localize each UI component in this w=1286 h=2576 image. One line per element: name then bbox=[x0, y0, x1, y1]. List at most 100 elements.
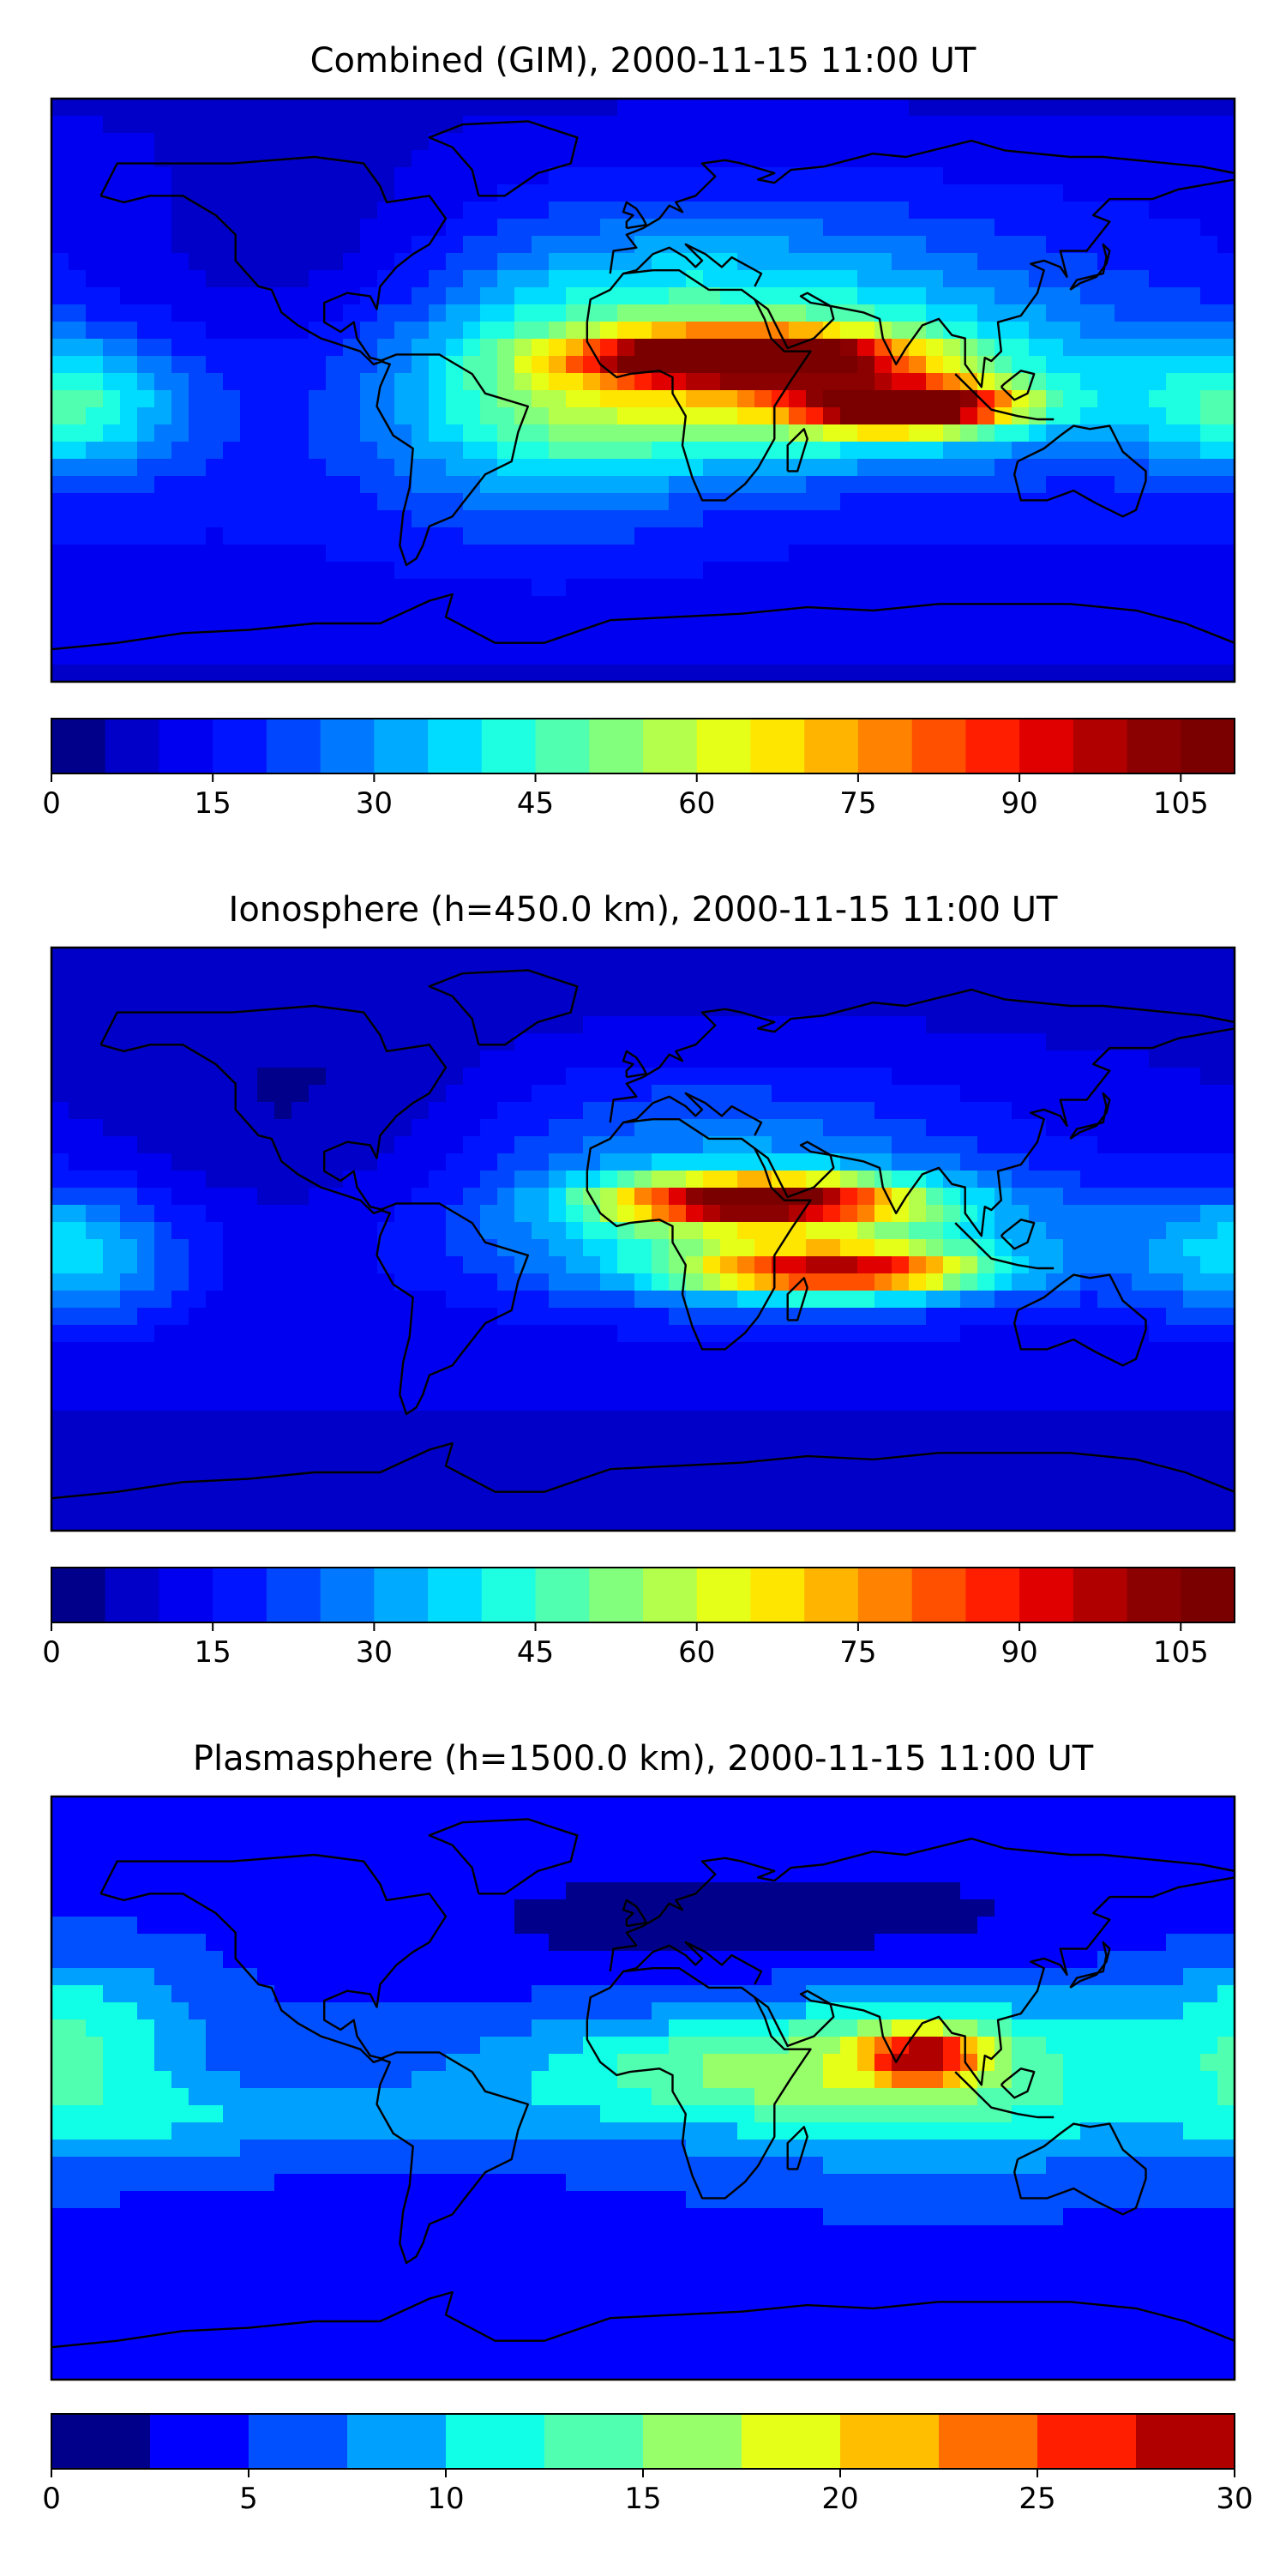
tec-cell bbox=[120, 442, 138, 460]
tec-cell bbox=[857, 579, 875, 597]
tec-cell bbox=[857, 1393, 875, 1411]
tec-cell bbox=[223, 630, 241, 648]
tec-cell bbox=[1115, 1068, 1133, 1086]
tec-cell bbox=[532, 948, 550, 966]
tec-cell bbox=[772, 510, 790, 528]
tec-cell bbox=[806, 1291, 824, 1309]
tec-cell bbox=[412, 424, 430, 442]
tec-cell bbox=[1029, 167, 1047, 185]
tec-cell bbox=[86, 596, 104, 614]
tec-cell bbox=[772, 1102, 790, 1120]
tec-cell bbox=[737, 322, 755, 340]
tec-cell bbox=[806, 476, 824, 494]
tec-cell bbox=[754, 493, 772, 511]
tec-cell bbox=[86, 562, 104, 580]
tec-cell bbox=[720, 1797, 738, 1815]
tec-cell bbox=[394, 1496, 412, 1514]
tec-cell bbox=[1183, 1273, 1201, 1291]
tec-cell bbox=[652, 1342, 670, 1360]
tec-cell bbox=[206, 184, 224, 202]
tec-cell bbox=[120, 579, 138, 597]
tec-cell bbox=[566, 356, 584, 374]
tec-cell bbox=[377, 1085, 395, 1103]
tec-cell bbox=[1080, 1514, 1098, 1532]
tec-cell bbox=[840, 1188, 858, 1206]
tec-cell bbox=[360, 202, 378, 220]
tec-cell bbox=[429, 1273, 447, 1291]
tec-cell bbox=[1200, 1291, 1218, 1309]
tec-cell bbox=[69, 1411, 87, 1429]
tec-cell bbox=[480, 1291, 498, 1309]
tec-cell bbox=[720, 1239, 738, 1257]
tec-cell bbox=[51, 133, 69, 151]
tec-cell bbox=[1217, 1291, 1235, 1309]
tec-cell bbox=[1166, 1119, 1184, 1137]
tec-cell bbox=[566, 1273, 584, 1291]
tec-cell bbox=[686, 1136, 704, 1154]
tec-cell bbox=[1183, 1291, 1201, 1309]
tec-cell bbox=[51, 407, 69, 425]
tec-cell bbox=[514, 1119, 532, 1137]
tec-cell bbox=[377, 596, 395, 614]
tec-cell bbox=[189, 322, 207, 340]
tec-cell bbox=[137, 356, 155, 374]
tec-cell bbox=[446, 1325, 464, 1343]
tec-cell bbox=[772, 1462, 790, 1480]
tec-cell bbox=[960, 527, 978, 545]
tec-cell bbox=[566, 1153, 584, 1171]
tec-cell bbox=[86, 1428, 104, 1446]
tec-cell bbox=[103, 1411, 121, 1429]
title-ionosphere: Ionosphere (h=450.0 km), 2000-11-15 11:0… bbox=[229, 890, 1058, 930]
tec-cell bbox=[617, 339, 635, 357]
tec-cell bbox=[977, 99, 995, 117]
tec-cell bbox=[549, 1102, 567, 1120]
tec-cell bbox=[1217, 999, 1235, 1017]
tec-cell bbox=[532, 1188, 550, 1206]
tec-cell bbox=[857, 1085, 875, 1103]
tec-cell bbox=[840, 99, 858, 117]
tec-cell bbox=[326, 1239, 344, 1257]
tec-cell bbox=[789, 133, 807, 151]
tec-cell bbox=[446, 1119, 464, 1137]
tec-cell bbox=[274, 1291, 292, 1309]
tec-cell bbox=[206, 407, 224, 425]
tec-cell bbox=[549, 1325, 567, 1343]
tec-cell bbox=[1046, 133, 1064, 151]
tec-cell bbox=[772, 287, 790, 305]
tec-cell bbox=[772, 99, 790, 117]
tec-cell bbox=[69, 1256, 87, 1274]
tec-cell bbox=[257, 1411, 275, 1429]
tec-cell bbox=[857, 1188, 875, 1206]
tec-cell bbox=[995, 1050, 1013, 1068]
tec-cell bbox=[377, 1445, 395, 1463]
tec-cell bbox=[1183, 390, 1201, 408]
tec-cell bbox=[960, 665, 978, 683]
tec-cell bbox=[206, 390, 224, 408]
tec-cell bbox=[532, 219, 550, 237]
tec-cell bbox=[977, 1068, 995, 1086]
tec-cell bbox=[634, 999, 652, 1017]
tec-cell bbox=[360, 1342, 378, 1360]
tec-cell bbox=[583, 1359, 601, 1377]
tec-cell bbox=[1115, 1016, 1133, 1034]
tec-cell bbox=[480, 424, 498, 442]
tec-cell bbox=[806, 1496, 824, 1514]
tec-cell bbox=[1080, 948, 1098, 966]
tec-cell bbox=[429, 1291, 447, 1309]
tec-cell bbox=[360, 1514, 378, 1532]
tec-cell bbox=[840, 1797, 858, 1815]
tec-cell bbox=[360, 948, 378, 966]
tec-cell bbox=[892, 167, 910, 185]
tec-cell bbox=[497, 219, 515, 237]
tec-cell bbox=[326, 982, 344, 1000]
tec-cells-plasmasphere bbox=[51, 1797, 1235, 2380]
tec-cell bbox=[514, 647, 532, 665]
tec-cell bbox=[652, 1376, 670, 1394]
tec-cell bbox=[1149, 1797, 1167, 1815]
tec-cell bbox=[463, 1102, 481, 1120]
tec-cell bbox=[1097, 527, 1115, 545]
tec-cell bbox=[1012, 287, 1030, 305]
tec-cell bbox=[754, 202, 772, 220]
tec-cell bbox=[549, 184, 567, 202]
tec-cell bbox=[360, 1050, 378, 1068]
